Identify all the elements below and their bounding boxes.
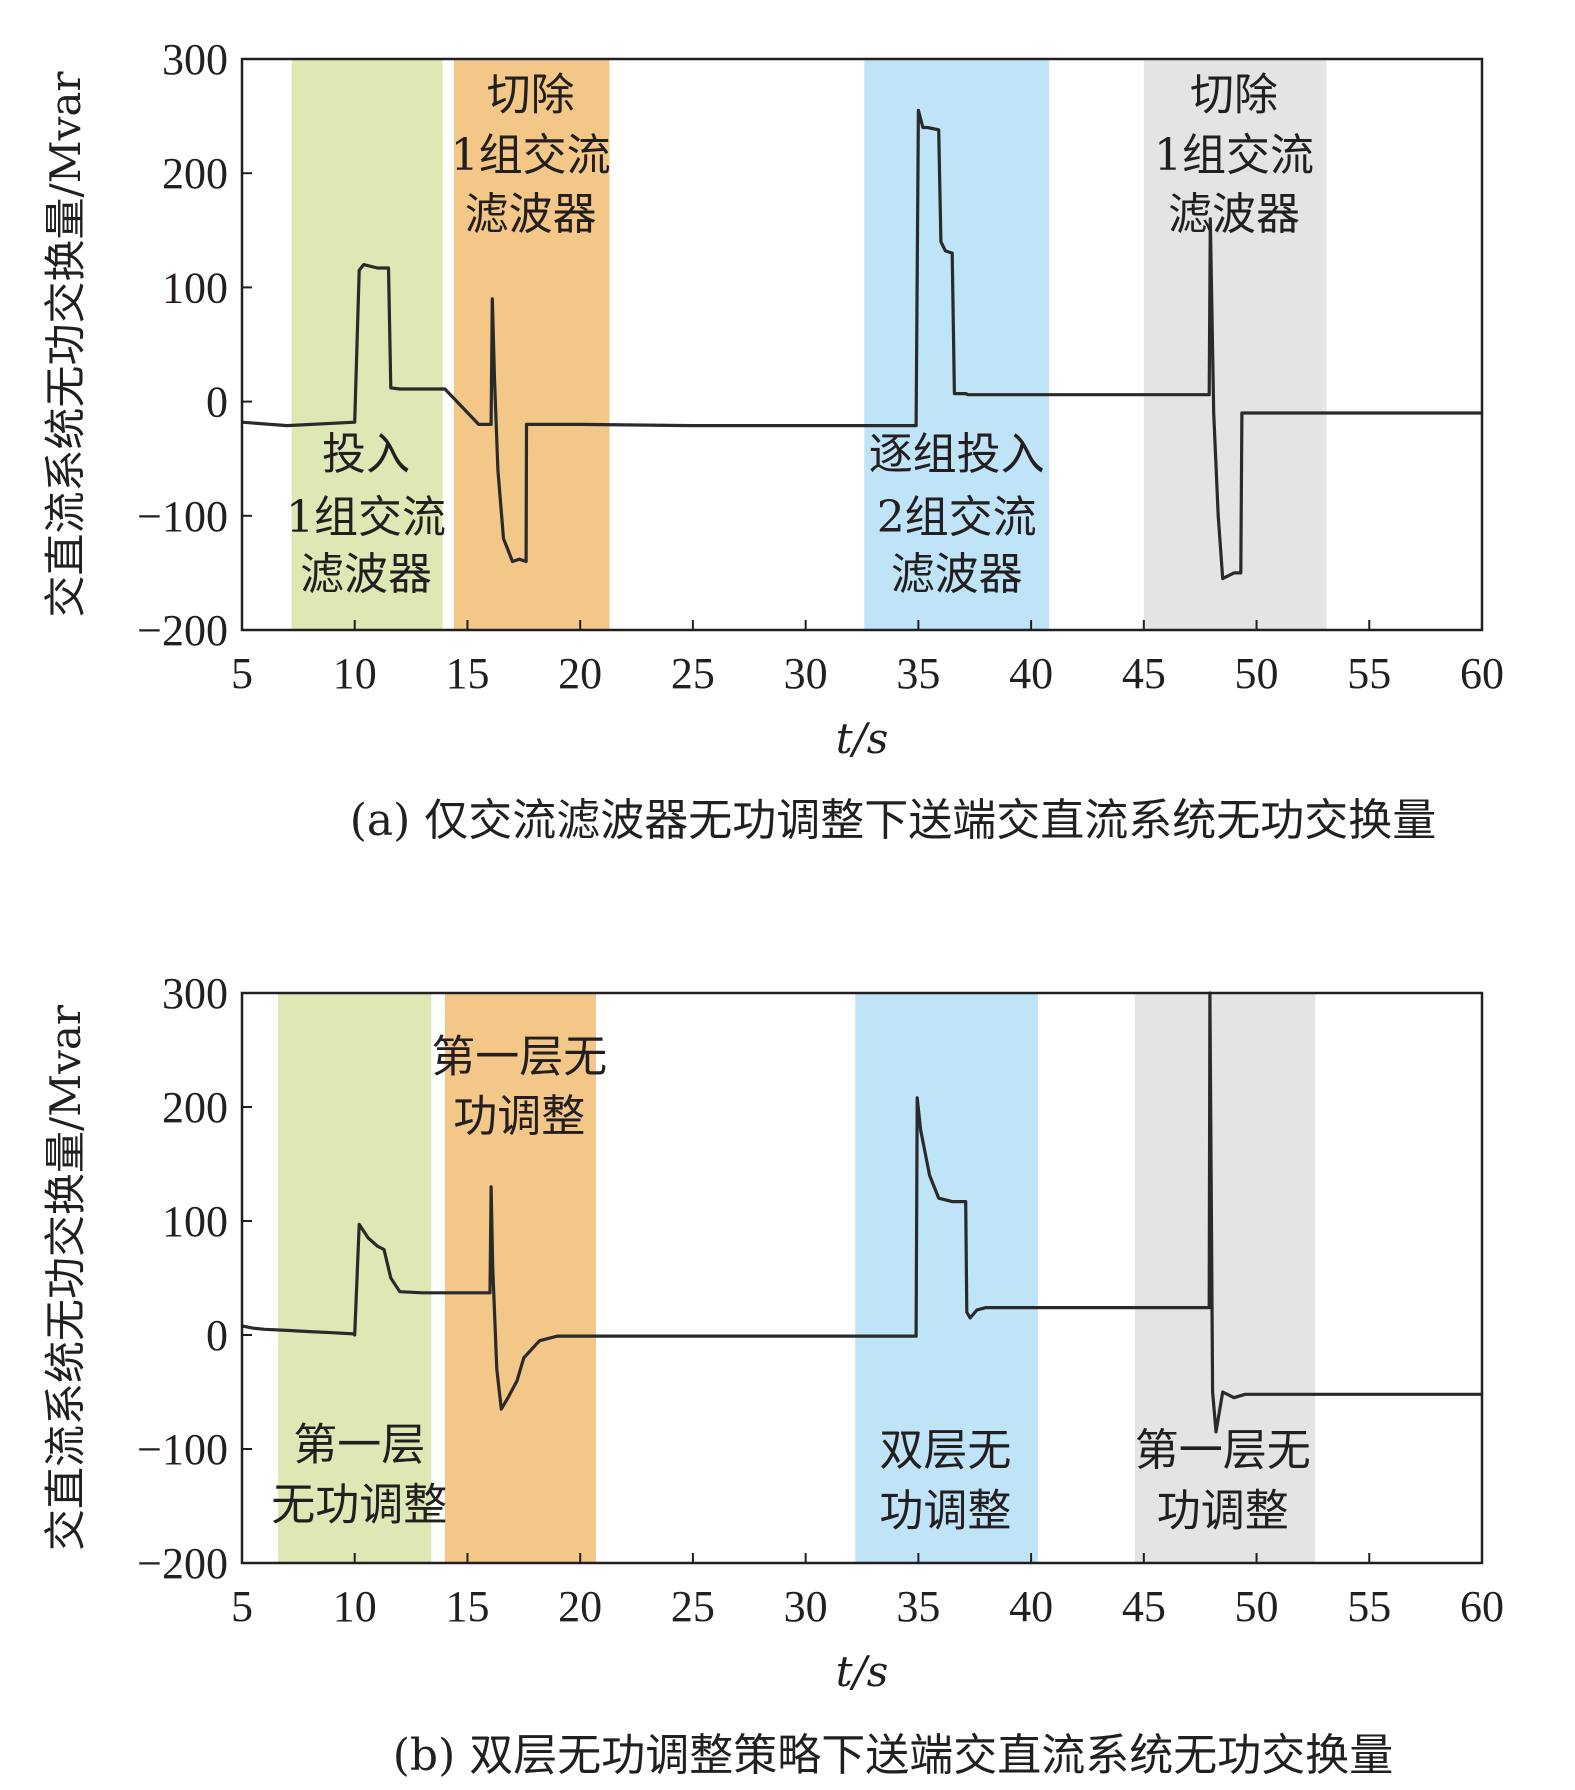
highlight-region-1 — [291, 59, 443, 630]
highlight-region-2 — [453, 59, 610, 630]
y-axis-label: 交直流系统无功交换量/Mvar — [41, 1004, 90, 1551]
y-tick-label: 0 — [206, 1311, 228, 1360]
x-tick-label: 30 — [784, 649, 828, 698]
highlight-region-2 — [444, 993, 596, 1563]
region-annotation-3: 双层无 — [879, 1425, 1011, 1476]
y-tick-label: 200 — [162, 149, 228, 198]
region-annotation-3: 2组交流 — [877, 492, 1037, 543]
x-tick-label: 5 — [231, 649, 253, 698]
y-tick-label: −100 — [137, 1425, 228, 1474]
highlight-region-3 — [855, 993, 1038, 1563]
region-annotation-4: 切除 — [1190, 69, 1278, 120]
region-annotation-1: 滤波器 — [300, 549, 432, 600]
series-line-1 — [241, 991, 1482, 1434]
x-tick-label: 50 — [1235, 1582, 1279, 1631]
y-tick-label: 100 — [162, 263, 228, 312]
chart-panel-b: 5 10 15 20 25 30 35 40 45 50 55 60 −200 −100 0 100 200 30… — [41, 969, 1504, 1781]
axis-ticks: 5 10 15 20 25 30 35 40 45 50 55 60 −200 −100 0 100 200 30… — [137, 35, 1504, 698]
x-tick-label: 55 — [1347, 649, 1391, 698]
panel-caption: (b) 双层无功调整策略下送端交直流系统无功交换量 — [393, 1730, 1393, 1781]
plot-frame — [240, 991, 1484, 1565]
x-tick-label: 35 — [896, 649, 940, 698]
x-tick-label: 25 — [671, 649, 715, 698]
chart-panel-a: 5 10 15 20 25 30 35 40 45 50 55 60 −200 −100 0 100 200 30… — [41, 35, 1504, 846]
series-lines — [241, 108, 1482, 581]
axis-ticks: 5 10 15 20 25 30 35 40 45 50 55 60 −200 −100 0 100 200 30… — [137, 969, 1504, 1631]
region-annotation-3: 滤波器 — [891, 549, 1023, 600]
panel-caption: (a) 仅交流滤波器无功调整下送端交直流系统无功交换量 — [350, 795, 1437, 846]
x-tick-label: 15 — [445, 1582, 489, 1631]
x-tick-label: 45 — [1122, 1582, 1166, 1631]
region-annotation-2: 切除 — [487, 69, 575, 120]
y-tick-label: −200 — [137, 606, 228, 655]
x-tick-label: 15 — [445, 649, 489, 698]
region-annotation-2: 1组交流 — [451, 130, 611, 181]
y-tick-label: 200 — [162, 1083, 228, 1132]
y-tick-label: 300 — [162, 35, 228, 84]
x-tick-label: 50 — [1235, 649, 1279, 698]
y-tick-label: −100 — [137, 492, 228, 541]
highlight-region-4 — [1134, 993, 1316, 1563]
x-tick-label: 5 — [231, 1582, 253, 1631]
y-tick-label: −200 — [137, 1539, 228, 1588]
region-annotation-4: 1组交流 — [1154, 130, 1314, 181]
x-tick-label: 40 — [1009, 1582, 1053, 1631]
region-annotation-1: 无功调整 — [271, 1480, 447, 1531]
region-annotation-3: 逐组投入 — [869, 429, 1045, 480]
highlight-region-4 — [1143, 59, 1327, 630]
series-lines — [241, 991, 1482, 1434]
x-tick-label: 60 — [1460, 649, 1504, 698]
y-tick-label: 0 — [206, 378, 228, 427]
region-annotation-4: 第一层无 — [1135, 1425, 1311, 1476]
y-tick-label: 100 — [162, 1197, 228, 1246]
region-annotation-4: 滤波器 — [1168, 189, 1300, 240]
region-annotation-2: 第一层无 — [431, 1032, 607, 1083]
highlight-regions — [278, 993, 1316, 1563]
plot-frame — [240, 57, 1484, 632]
x-tick-label: 45 — [1122, 649, 1166, 698]
x-axis-label: t/s — [836, 714, 889, 763]
region-annotation-2: 功调整 — [453, 1091, 585, 1142]
x-axis-label: t/s — [836, 1647, 889, 1696]
region-annotation-1: 第一层 — [293, 1419, 425, 1470]
x-tick-label: 30 — [784, 1582, 828, 1631]
region-annotation-1: 1组交流 — [286, 492, 446, 543]
x-tick-label: 20 — [558, 1582, 602, 1631]
x-tick-label: 55 — [1347, 1582, 1391, 1631]
region-annotation-2: 滤波器 — [465, 189, 597, 240]
x-tick-label: 40 — [1009, 649, 1053, 698]
region-annotation-1: 投入 — [322, 429, 410, 480]
highlight-region-1 — [278, 993, 432, 1563]
highlight-regions — [291, 59, 1327, 630]
series-line-1 — [241, 108, 1482, 581]
highlight-region-3 — [864, 59, 1050, 630]
y-axis-label: 交直流系统无功交换量/Mvar — [41, 71, 90, 618]
x-tick-label: 25 — [671, 1582, 715, 1631]
region-annotation-4: 功调整 — [1157, 1485, 1289, 1536]
y-tick-label: 300 — [162, 969, 228, 1018]
x-tick-label: 35 — [896, 1582, 940, 1631]
x-tick-label: 20 — [558, 649, 602, 698]
x-tick-label: 10 — [333, 649, 377, 698]
x-tick-label: 10 — [333, 1582, 377, 1631]
region-annotation-3: 功调整 — [879, 1485, 1011, 1536]
x-tick-label: 60 — [1460, 1582, 1504, 1631]
